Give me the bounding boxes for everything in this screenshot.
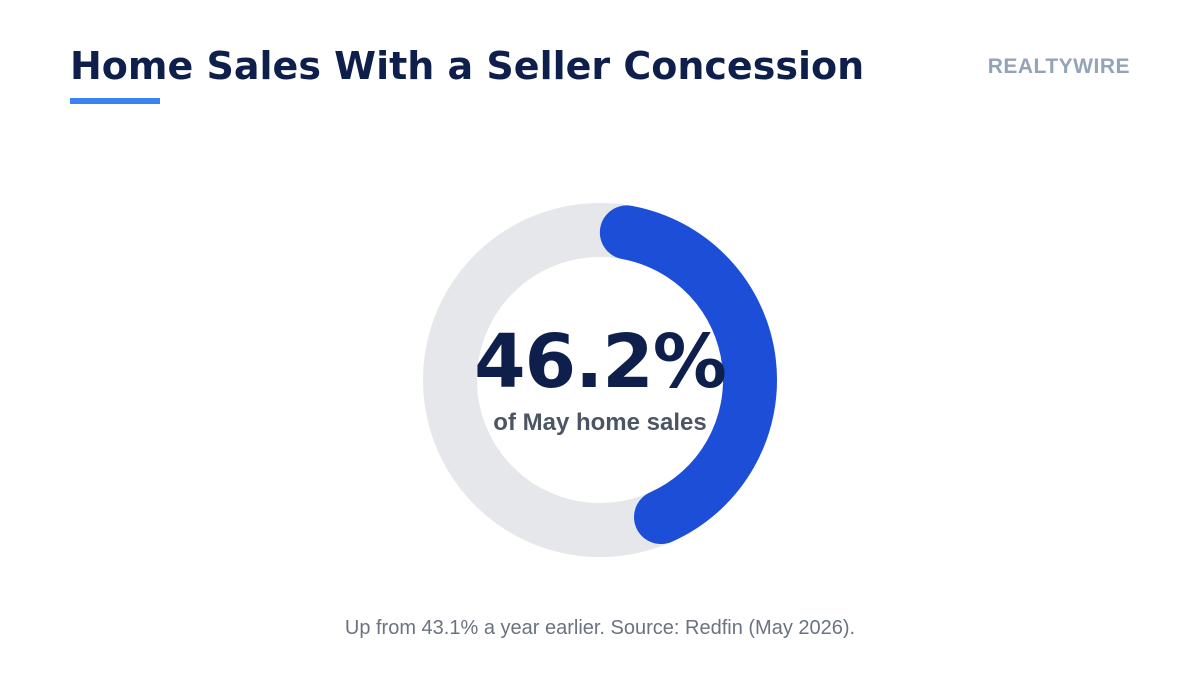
title-accent-bar [70, 98, 160, 104]
center-value: 46.2% [474, 319, 727, 405]
chart-footnote: Up from 43.1% a year earlier. Source: Re… [344, 617, 856, 639]
center-label: of May home sales [493, 409, 707, 436]
donut-value-arc [599, 205, 777, 545]
brand-logo: REALTYWIRE [987, 55, 1130, 78]
chart-title: Home Sales With a Seller Concession [70, 44, 865, 88]
